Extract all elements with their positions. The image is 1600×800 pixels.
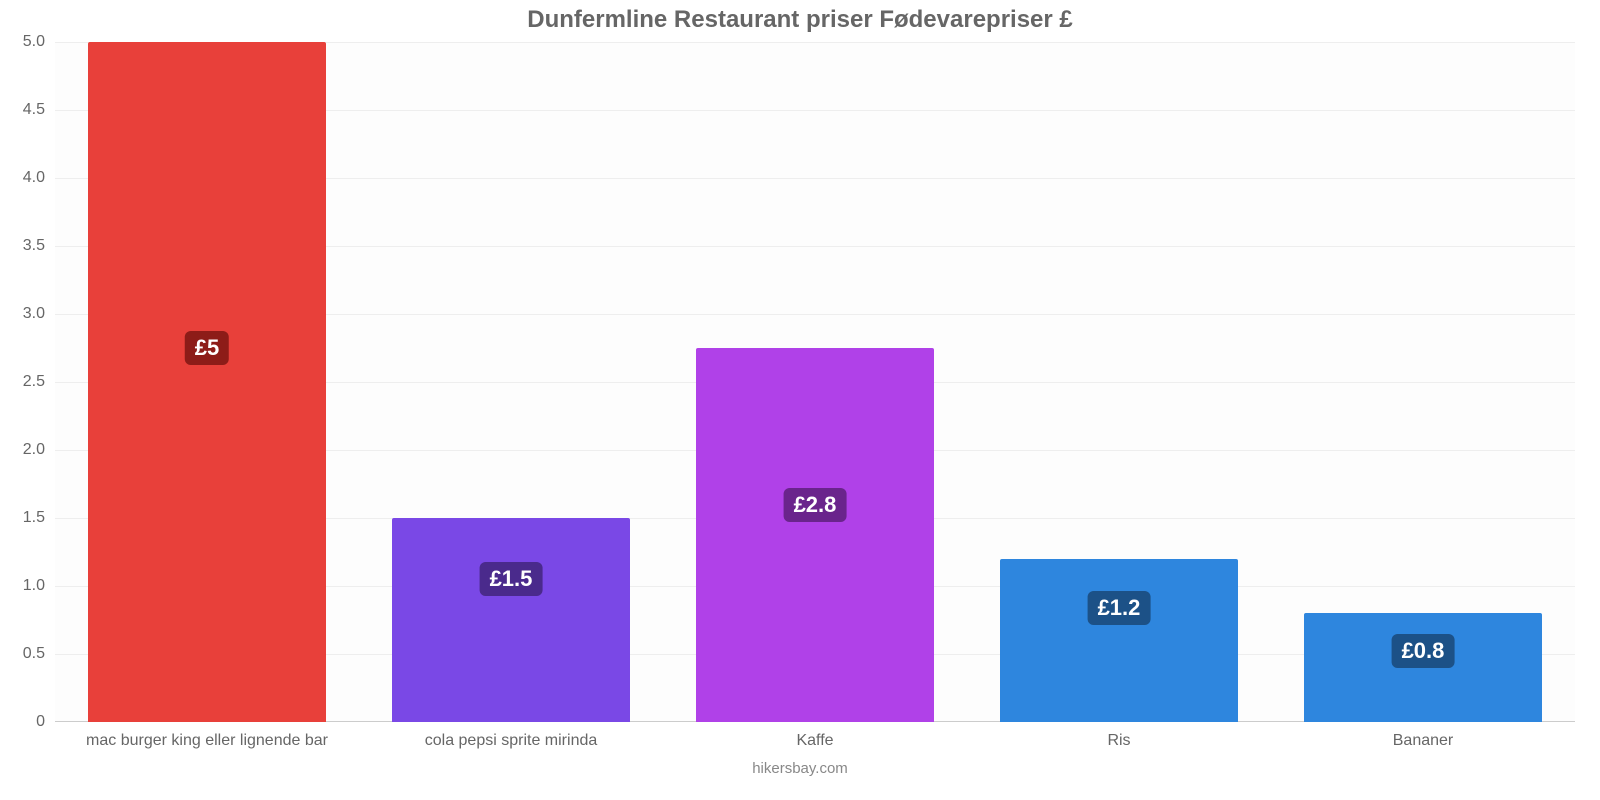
bar-slot: £0.8 xyxy=(1271,42,1575,722)
bar: £2.8 xyxy=(696,348,933,722)
y-tick-label: 1.5 xyxy=(23,509,55,527)
value-badge: £1.2 xyxy=(1088,591,1151,625)
y-tick-label: 2.5 xyxy=(23,373,55,391)
plot-area: 00.51.01.52.02.53.03.54.04.55.0£5mac bur… xyxy=(55,42,1575,722)
bar: £0.8 xyxy=(1304,613,1541,722)
bar-slot: £2.8 xyxy=(663,42,967,722)
bar-slot: £5 xyxy=(55,42,359,722)
y-tick-label: 0 xyxy=(36,713,55,731)
x-category-label: cola pepsi sprite mirinda xyxy=(425,722,598,750)
y-tick-label: 3.0 xyxy=(23,305,55,323)
y-tick-label: 0.5 xyxy=(23,645,55,663)
bar: £1.5 xyxy=(392,518,629,722)
value-badge: £0.8 xyxy=(1392,634,1455,668)
chart-title: Dunfermline Restaurant priser Fødevarepr… xyxy=(0,6,1600,34)
bar-slot: £1.2 xyxy=(967,42,1271,722)
x-category-label: Ris xyxy=(1107,722,1130,750)
y-tick-label: 1.0 xyxy=(23,577,55,595)
y-tick-label: 2.0 xyxy=(23,441,55,459)
value-badge: £1.5 xyxy=(480,562,543,596)
price-bar-chart: Dunfermline Restaurant priser Fødevarepr… xyxy=(0,0,1600,800)
x-category-label: Kaffe xyxy=(796,722,833,750)
x-category-label: Bananer xyxy=(1393,722,1454,750)
y-tick-label: 4.5 xyxy=(23,101,55,119)
x-category-label: mac burger king eller lignende bar xyxy=(86,722,328,750)
attribution-text: hikersbay.com xyxy=(0,760,1600,777)
bar-slot: £1.5 xyxy=(359,42,663,722)
y-tick-label: 5.0 xyxy=(23,33,55,51)
value-badge: £2.8 xyxy=(784,488,847,522)
value-badge: £5 xyxy=(185,331,229,365)
bar: £5 xyxy=(88,42,325,722)
y-tick-label: 3.5 xyxy=(23,237,55,255)
bar: £1.2 xyxy=(1000,559,1237,722)
y-tick-label: 4.0 xyxy=(23,169,55,187)
